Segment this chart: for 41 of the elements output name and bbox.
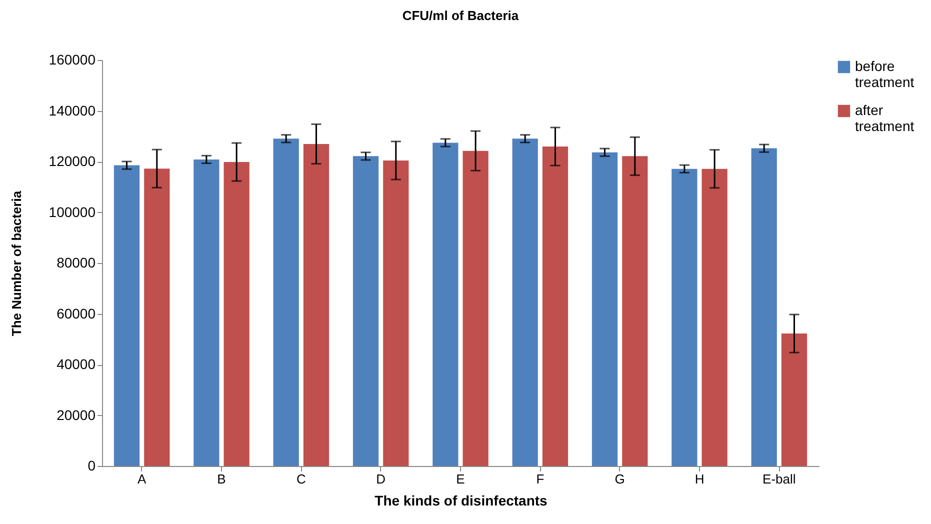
- x-tick-label: A: [137, 472, 146, 486]
- y-tick-label: 40000: [56, 356, 96, 372]
- y-tick-label: 100000: [48, 204, 96, 220]
- bar: [751, 148, 777, 466]
- bar: [383, 160, 409, 466]
- y-axis-title: The Number of bacteria: [8, 190, 24, 336]
- x-tick-label: F: [536, 472, 544, 486]
- bar: [273, 138, 299, 466]
- bar: [462, 150, 488, 466]
- bar: [592, 152, 618, 466]
- legend-label: after treatment: [855, 102, 914, 134]
- bar: [622, 156, 648, 466]
- bar: [702, 168, 728, 466]
- bar: [542, 146, 568, 466]
- bar: [432, 142, 458, 466]
- y-tick-label: 20000: [56, 406, 96, 423]
- chart-title: CFU/ml of Bacteria: [402, 8, 520, 23]
- y-tick-label: 120000: [48, 153, 96, 169]
- x-tick-label: G: [614, 472, 625, 486]
- bar: [194, 159, 220, 466]
- y-tick-label: 80000: [56, 254, 96, 270]
- bar: [303, 144, 330, 466]
- x-tick-label: B: [217, 472, 226, 486]
- bar: [672, 168, 698, 466]
- bar: [512, 138, 538, 466]
- y-tick-label: 60000: [56, 305, 96, 322]
- legend-label: before treatment: [855, 58, 914, 90]
- x-tick-label: E-ball: [762, 472, 796, 486]
- bar: [114, 165, 140, 466]
- x-tick-label: H: [694, 472, 704, 486]
- bar: [781, 334, 808, 466]
- bar: [352, 156, 379, 466]
- x-tick-label: E: [456, 472, 466, 486]
- x-axis-title: The kinds of disinfectants: [374, 492, 548, 508]
- y-tick-label: 160000: [48, 52, 96, 68]
- bar: [144, 168, 170, 466]
- x-tick-label: D: [376, 472, 386, 486]
- y-tick-label: 140000: [48, 102, 96, 118]
- bar: [224, 162, 250, 466]
- y-tick-label: 0: [88, 458, 96, 474]
- x-tick-label: C: [296, 472, 306, 486]
